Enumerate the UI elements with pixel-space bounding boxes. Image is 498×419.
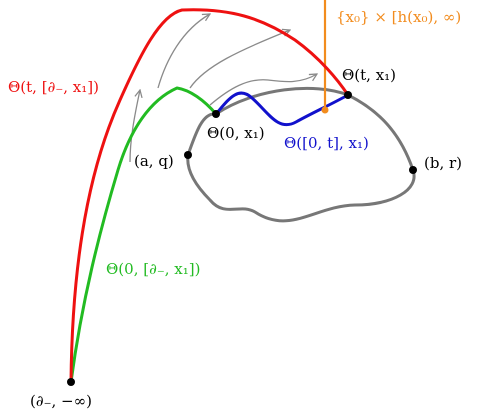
green-path: [69, 86, 218, 383]
point-a-q: [184, 151, 192, 159]
label-point-a-q: (a, q): [134, 152, 174, 170]
label-theta-t-interval: Θ(t, [∂₋, x₁]): [8, 78, 99, 96]
label-theta-t-x1: Θ(t, x₁): [342, 66, 396, 84]
arrow-3: [189, 30, 290, 89]
point-bottom: [67, 378, 75, 386]
label-theta-0-interval: Θ(0, [∂₋, x₁]): [106, 260, 200, 278]
red-path: [69, 8, 350, 383]
arrow-4: [209, 74, 317, 106]
label-theta-interval-x1: Θ([0, t], x₁): [284, 134, 369, 152]
point-b-r: [409, 166, 417, 174]
label-ray: {x₀} × [h(x₀), ∞): [336, 8, 461, 26]
point-theta-t-x1: [344, 91, 352, 99]
arrow-2: [157, 14, 210, 89]
ray-base-point: [321, 106, 329, 114]
gray-closed-loop: [186, 86, 416, 223]
blue-path: [214, 91, 349, 127]
label-point-b-r: (b, r): [424, 154, 462, 172]
label-bottom-point: (∂₋, −∞): [30, 392, 92, 410]
label-theta-0-x1: Θ(0, x₁): [207, 124, 265, 142]
point-theta-0-x1: [212, 110, 220, 118]
arrow-1: [129, 90, 140, 163]
